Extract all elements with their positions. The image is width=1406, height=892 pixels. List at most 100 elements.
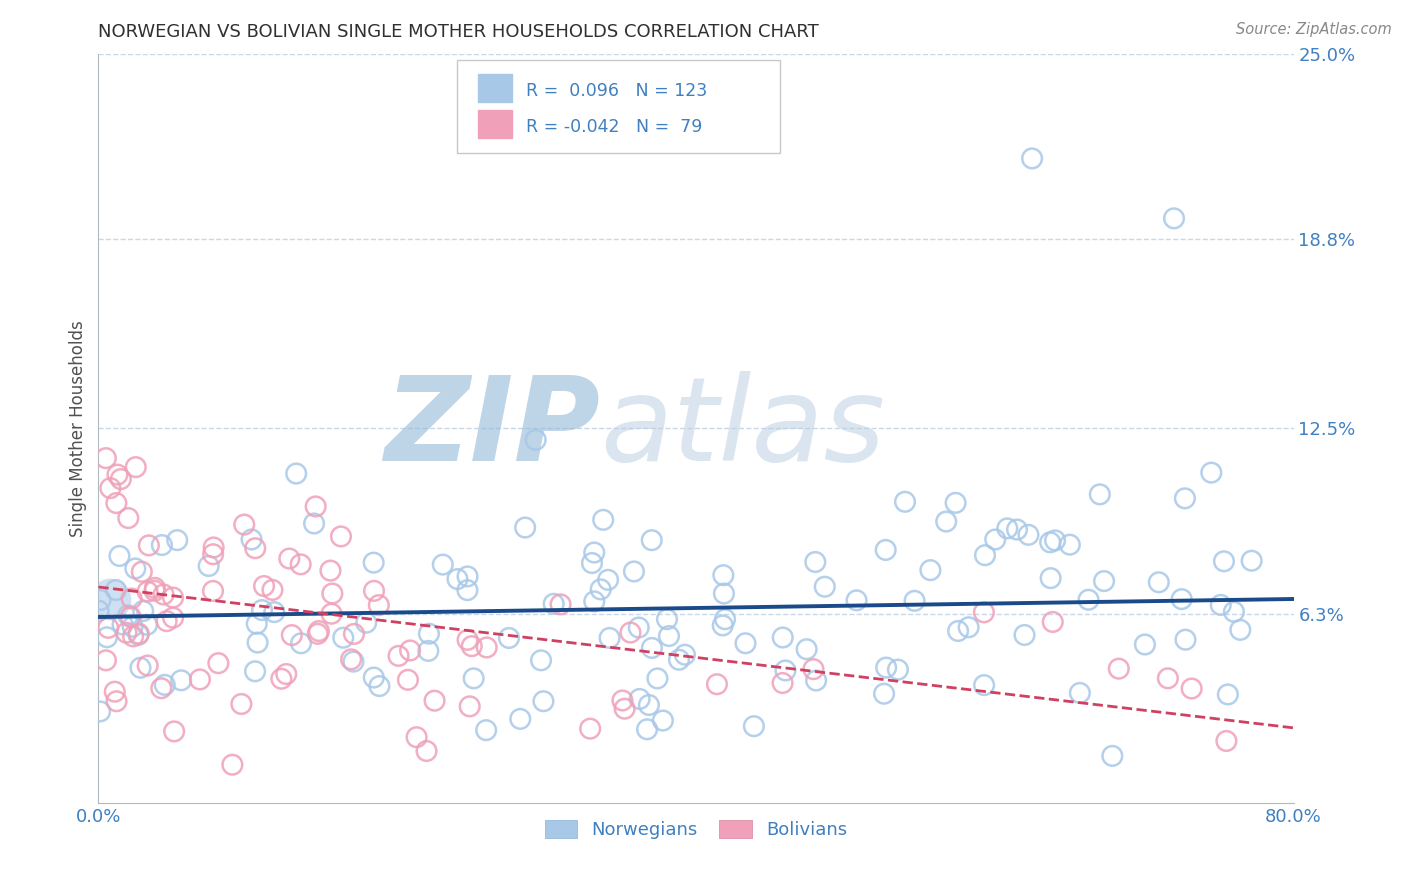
Point (1213, 554, 1236, 568)
Point (583, 545, 606, 559)
Point (524, 433, 547, 447)
Point (1108, 662, 1130, 676)
Point (105, 694, 128, 708)
Text: atlas: atlas (600, 371, 886, 485)
Point (627, 621, 650, 635)
Point (1077, 592, 1099, 607)
Point (456, 583, 478, 598)
Point (973, 678, 995, 692)
Point (405, 730, 427, 744)
Point (945, 496, 967, 510)
Point (108, 549, 131, 563)
Point (110, 472, 132, 486)
Point (935, 515, 957, 529)
Point (543, 597, 565, 611)
Point (1092, 574, 1115, 588)
Point (1229, 623, 1251, 637)
Point (150, 681, 173, 696)
Point (658, 629, 681, 643)
Point (124, 561, 146, 575)
Point (887, 663, 910, 677)
Point (903, 594, 925, 608)
Point (1215, 734, 1237, 748)
Point (342, 655, 364, 669)
Point (115, 625, 138, 640)
Point (1088, 487, 1111, 501)
Point (1101, 748, 1123, 763)
Point (651, 714, 673, 728)
Point (121, 591, 143, 606)
Point (796, 642, 818, 657)
Point (363, 556, 385, 570)
Point (246, 635, 269, 649)
Point (1014, 628, 1036, 642)
Point (240, 533, 263, 547)
Point (125, 460, 148, 475)
Point (321, 607, 343, 621)
Point (105, 496, 128, 510)
Point (202, 541, 225, 555)
Point (136, 617, 159, 632)
Point (1181, 681, 1204, 696)
Point (711, 618, 734, 632)
Point (775, 664, 797, 678)
Point (1069, 686, 1091, 700)
Point (166, 533, 188, 548)
Point (814, 580, 837, 594)
Point (1170, 592, 1192, 607)
Point (120, 610, 142, 624)
Point (111, 617, 134, 632)
Point (143, 583, 166, 598)
Point (873, 687, 896, 701)
Point (973, 605, 995, 619)
Text: ZIP: ZIP (384, 371, 600, 485)
Point (734, 636, 756, 650)
Point (1240, 554, 1263, 568)
Point (673, 648, 696, 662)
Point (845, 593, 868, 607)
Point (1043, 533, 1066, 548)
Point (163, 724, 186, 739)
Point (207, 656, 229, 670)
Point (461, 639, 484, 653)
Point (302, 516, 325, 531)
Point (363, 671, 385, 685)
Point (894, 495, 917, 509)
Point (804, 673, 827, 688)
Point (156, 614, 179, 628)
Point (995, 521, 1018, 535)
Point (581, 556, 603, 570)
Point (647, 672, 669, 686)
Text: R =  0.096   N = 123: R = 0.096 N = 123 (526, 82, 707, 100)
Point (641, 533, 664, 548)
Point (107, 467, 129, 482)
Point (363, 583, 385, 598)
Point (90, 593, 112, 607)
Point (711, 568, 734, 582)
Point (131, 565, 153, 579)
Point (1201, 466, 1223, 480)
Point (354, 615, 377, 630)
Point (533, 694, 555, 708)
Point (498, 631, 520, 645)
Point (515, 520, 537, 534)
Point (202, 547, 225, 561)
Point (262, 582, 284, 597)
Point (98, 481, 122, 495)
Point (592, 513, 614, 527)
Point (423, 694, 446, 708)
Point (1209, 598, 1232, 612)
Point (772, 631, 794, 645)
Point (117, 608, 139, 623)
Point (463, 671, 485, 685)
Point (150, 538, 173, 552)
Point (636, 723, 658, 737)
Point (638, 698, 661, 712)
Point (641, 640, 664, 655)
Point (128, 626, 150, 640)
Point (628, 692, 651, 706)
Point (129, 661, 152, 675)
Point (1021, 152, 1043, 166)
Point (94, 653, 117, 667)
Point (276, 667, 298, 681)
